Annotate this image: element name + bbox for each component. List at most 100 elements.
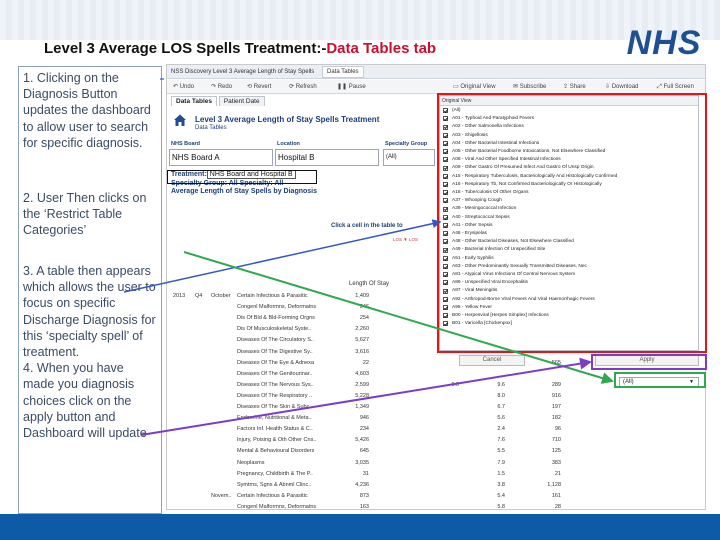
download-button[interactable]: ⇩ Download	[605, 84, 639, 90]
checkbox-icon[interactable]	[443, 214, 448, 220]
nhs-board-select[interactable]: NHS Board A	[169, 149, 273, 166]
pause-button[interactable]: ❚❚ Pause	[337, 84, 366, 90]
checkbox-icon[interactable]	[443, 296, 448, 302]
checkbox-icon[interactable]	[443, 206, 448, 212]
specialty-line: Specialty Group: All Specialty: All	[171, 180, 284, 187]
share-button[interactable]: ⇪ Share	[563, 84, 586, 90]
filter-item[interactable]: A49 - Bacterial Infection Of Unspecified…	[440, 246, 698, 254]
checkbox-icon[interactable]	[443, 124, 448, 130]
filter-item[interactable]: A37 - Whooping Cough	[440, 197, 698, 205]
revert-button[interactable]: ⟲ Revert	[247, 84, 272, 90]
filter-item[interactable]: A04 - Other Bacterial Intestinal Infecti…	[440, 140, 698, 148]
filter-item[interactable]: (All)	[440, 107, 698, 115]
table-row[interactable]: Diseases Of The Skin & Subc.. 1,349 6.7 197	[171, 402, 627, 413]
filter-item[interactable]: A86 - Unspecified Viral Encephalitis	[440, 279, 698, 287]
table-row[interactable]: Congenl Malformns, Deformatns 163 5.8 28	[171, 502, 627, 509]
redo-button[interactable]: ↷ Redo	[211, 84, 233, 90]
undo-button[interactable]: ↶ Undo	[173, 84, 195, 90]
full-screen-button[interactable]: ⤢ Full Screen	[657, 84, 694, 90]
table-cell-v3: 96	[554, 426, 561, 433]
specialty-group-select[interactable]: (All)	[383, 149, 435, 166]
home-icon[interactable]	[173, 113, 187, 127]
checkbox-icon[interactable]	[443, 305, 448, 311]
tab-data-tables[interactable]: Data Tables	[171, 96, 218, 106]
table-cell-label: Diseases Of The Skin & Subc..	[237, 404, 313, 410]
location-select[interactable]: Hospital B	[275, 149, 379, 166]
table-row[interactable]: Mental & Behavioural Disorders 645 5.5 125	[171, 446, 627, 457]
filter-item[interactable]: A87 - Viral Meningitis	[440, 287, 698, 295]
table-cell-los: 645	[359, 448, 369, 455]
filter-item[interactable]: A51 - Early Syphilis	[440, 255, 698, 263]
checkbox-icon[interactable]	[443, 313, 448, 319]
checkbox-icon[interactable]	[443, 173, 448, 179]
checkbox-icon[interactable]	[443, 157, 448, 163]
slide-title: Level 3 Average LOS Spells Treatment:-Da…	[44, 40, 436, 57]
filter-item[interactable]: A01 - Typhoid And Paratyphoid Fevers	[440, 115, 698, 123]
filter-item[interactable]: A63 - Other Predominantly Sexually Trans…	[440, 263, 698, 271]
table-row[interactable]: Diseases Of The Nervous Sys.. 2,599 9.0 9.6…	[171, 380, 627, 391]
table-row[interactable]: Novem.. Certain Infectious & Parasitic 873…	[171, 491, 627, 502]
checkbox-icon[interactable]	[443, 116, 448, 122]
filter-item[interactable]: A95 - Yellow Fever	[440, 304, 698, 312]
checkbox-icon[interactable]	[443, 288, 448, 294]
filter-item[interactable]: A16 - Respiratory Tb, Not Confirmed Bact…	[440, 181, 698, 189]
filter-item[interactable]: A40 - Streptococcal Sepsis	[440, 214, 698, 222]
checkbox-icon[interactable]	[443, 264, 448, 270]
filter-item[interactable]: A09 - Other Gastro Of Presumed Infect An…	[440, 164, 698, 172]
table-row[interactable]: Diseases Of The Respiratory .. 5,228 8.0 91…	[171, 391, 627, 402]
refresh-button[interactable]: ⟳ Refresh	[289, 84, 317, 90]
filter-item[interactable]: A39 - Meningococcal Infection	[440, 205, 698, 213]
filter-item[interactable]: B00 - Herpesviral [Herpes Simplex] Infec…	[440, 312, 698, 320]
table-row[interactable]: Endocrine, Nutritional & Meta.. 946 5.6 182	[171, 413, 627, 424]
checkbox-icon[interactable]	[443, 149, 448, 155]
checkbox-icon[interactable]	[443, 272, 448, 278]
filter-item[interactable]: B01 - Varicella [Chickenpox]	[440, 320, 698, 328]
filter-item[interactable]: A46 - Erysipelas	[440, 230, 698, 238]
filter-item[interactable]: A18 - Tuberculosis Of Other Organs	[440, 189, 698, 197]
treatment-line: Treatment: NHS Board and Hospital B	[171, 170, 296, 179]
table-row[interactable]: Neoplasms 3,035 7.9 383	[171, 458, 627, 469]
filter-item[interactable]: A48 - Other Bacterial Diseases, Not Else…	[440, 238, 698, 246]
checkbox-icon[interactable]	[443, 141, 448, 147]
instruction-step-1: 1. Clicking on the Diagnosis Button upda…	[23, 71, 151, 150]
table-row[interactable]: 565	[171, 358, 627, 369]
filter-item[interactable]: A41 - Other Sepsis	[440, 222, 698, 230]
checkbox-icon[interactable]	[443, 280, 448, 286]
filter-item[interactable]: A02 - Other Salmonella Infections	[440, 123, 698, 131]
checkbox-icon[interactable]	[443, 231, 448, 237]
filter-item-label: A37 - Whooping Cough	[452, 198, 502, 204]
checkbox-icon[interactable]	[443, 182, 448, 188]
location-label: Location	[277, 141, 300, 147]
checkbox-icon[interactable]	[443, 223, 448, 229]
table-row[interactable]: Injury, Poising & Oth Other Cns.. 5,426 7.…	[171, 435, 627, 446]
cancel-button[interactable]: Cancel	[459, 355, 525, 366]
filter-item[interactable]: A81 - Atypical Virus Infections Of Centr…	[440, 271, 698, 279]
table-row[interactable]: Pregnancy, Childbirth & The P.. 31 1.5 21	[171, 469, 627, 480]
table-row[interactable]: Factors Inf. Health Status & C.. 234 2.4 96	[171, 424, 627, 435]
window-tab[interactable]: Data Tables	[321, 66, 364, 78]
table-row[interactable]: Symtms, Sgns & Abnml Clinc.. 4,236 3.8 1,12…	[171, 480, 627, 491]
table-cell-label: Certain Infectious & Parasitic	[237, 293, 308, 299]
subscribe-button[interactable]: ✉ Subscribe	[513, 84, 547, 90]
apply-button[interactable]: Apply	[595, 355, 699, 366]
checkbox-icon[interactable]	[443, 132, 448, 138]
original-view-button[interactable]: ▭ Original View	[453, 84, 496, 90]
filter-item[interactable]: A15 - Respiratory Tuberculosis, Bacterio…	[440, 173, 698, 181]
checkbox-icon[interactable]	[443, 239, 448, 245]
checkbox-icon[interactable]	[443, 165, 448, 171]
checkbox-icon[interactable]	[443, 198, 448, 204]
checkbox-icon[interactable]	[443, 247, 448, 253]
checkbox-icon[interactable]	[443, 255, 448, 261]
checkbox-icon[interactable]	[443, 190, 448, 196]
checkbox-icon[interactable]	[443, 321, 448, 327]
filter-item[interactable]: A92 - Arthropod-Borne Viral Fevers And V…	[440, 296, 698, 304]
filter-item[interactable]: A08 - Viral And Other Specified Intestin…	[440, 156, 698, 164]
los-column-header[interactable]: Length Of Stay	[349, 281, 390, 287]
sort-hint[interactable]: LOS ▼ LOS	[393, 237, 418, 242]
table-row[interactable]: Diseases Of The Genitourinar.. 4,603	[171, 369, 627, 380]
tab-patient-date[interactable]: Patient Date	[218, 96, 265, 106]
all-select[interactable]: (All) ▼	[619, 377, 699, 388]
checkbox-icon[interactable]	[443, 108, 448, 114]
filter-item[interactable]: A03 - Shigellosis	[440, 132, 698, 140]
filter-item[interactable]: A05 - Other Bacterial Foodborne Intoxica…	[440, 148, 698, 156]
